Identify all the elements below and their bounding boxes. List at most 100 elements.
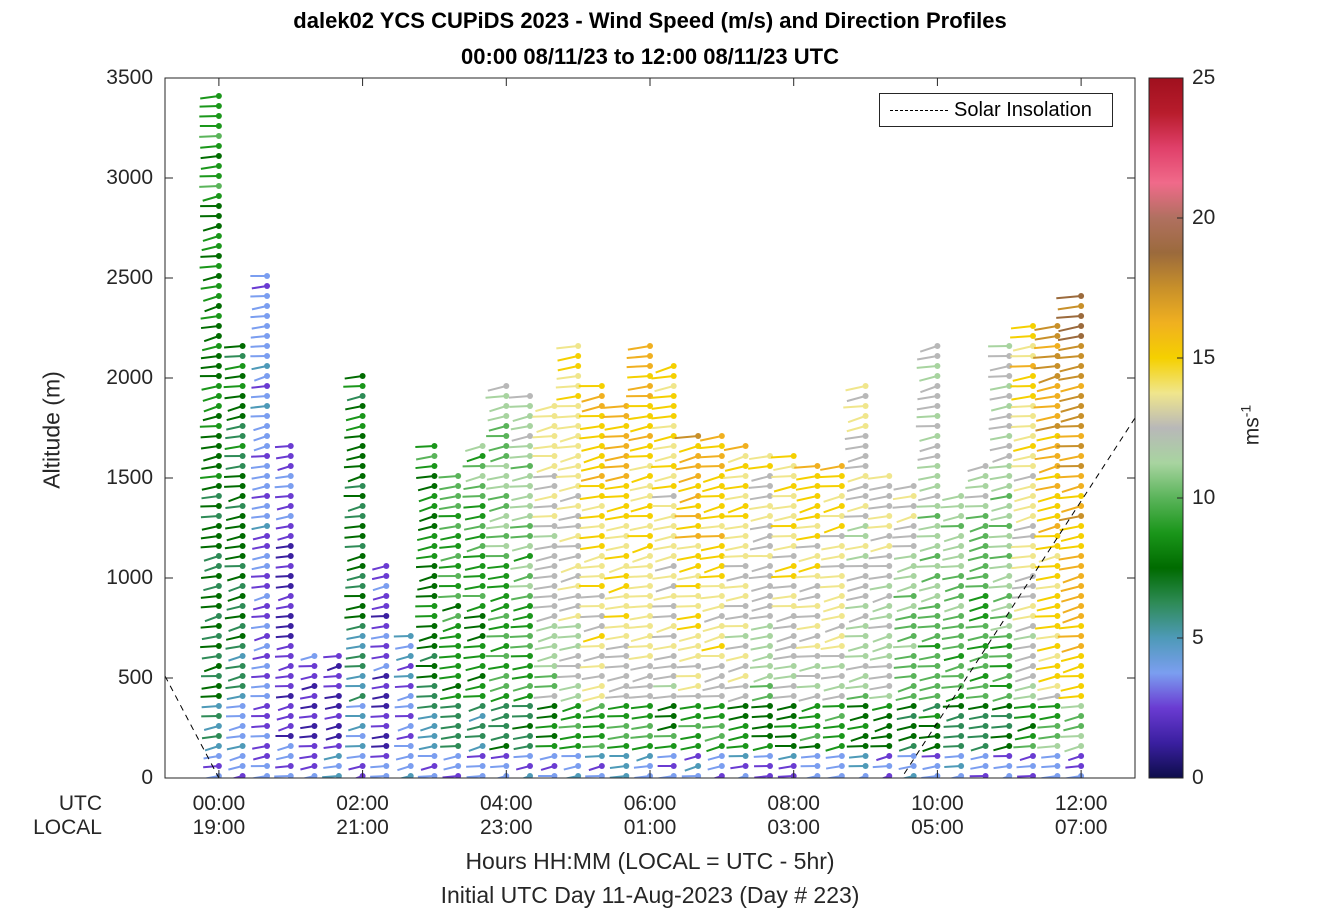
wind-barb-stem xyxy=(847,415,866,424)
wind-barb-stem xyxy=(727,705,746,710)
wind-barb-stem xyxy=(628,695,651,699)
wind-barb-point xyxy=(695,583,702,589)
wind-barb-point xyxy=(1029,493,1036,499)
wind-barb-stem xyxy=(559,745,579,750)
wind-barb-point xyxy=(479,773,486,778)
wind-barb-point xyxy=(647,743,653,749)
wind-barb-point xyxy=(287,753,294,759)
wind-barb-point xyxy=(575,733,582,739)
wind-barb-stem xyxy=(918,715,938,719)
wind-barb-stem xyxy=(869,495,890,501)
wind-barb-point xyxy=(239,513,246,519)
wind-barb-stem xyxy=(200,605,219,609)
wind-barb-point xyxy=(1029,583,1036,589)
wind-barb-stem xyxy=(1014,495,1034,503)
wind-barb-point xyxy=(503,393,510,399)
wind-barb-point xyxy=(431,773,438,778)
wind-barb-point xyxy=(479,483,486,489)
wind-barb-point xyxy=(359,513,366,519)
wind-barb-stem xyxy=(964,495,986,499)
wind-barb-point xyxy=(982,693,989,699)
wind-barb-point xyxy=(1054,453,1061,459)
wind-barb-point xyxy=(575,343,582,349)
wind-barb-point xyxy=(623,623,630,629)
wind-barb-point xyxy=(982,633,989,639)
x-tick-label-local: 07:00 xyxy=(1054,816,1108,839)
wind-barb-point xyxy=(766,533,773,539)
wind-barb-point xyxy=(886,633,893,639)
wind-barb-point xyxy=(886,513,893,519)
wind-barb-stem xyxy=(199,135,219,138)
wind-barb-point xyxy=(527,773,534,778)
wind-barb-stem xyxy=(941,635,962,641)
wind-barb-point xyxy=(695,753,702,759)
wind-barb-point xyxy=(287,523,294,529)
wind-barb-point xyxy=(910,523,917,529)
wind-barb-point xyxy=(766,493,773,499)
wind-barb-point xyxy=(359,623,366,629)
wind-barb-point xyxy=(910,713,917,719)
wind-barb-point xyxy=(407,663,414,669)
wind-barb-stem xyxy=(894,655,914,661)
wind-barb-point xyxy=(264,563,271,569)
wind-barb-point xyxy=(742,533,749,539)
wind-barb-stem xyxy=(626,455,651,458)
wind-barb-point xyxy=(1078,603,1085,609)
wind-barb-stem xyxy=(748,465,771,470)
wind-barb-point xyxy=(1078,333,1085,339)
wind-barb-point xyxy=(1054,683,1061,689)
wind-barb-stem xyxy=(699,435,723,442)
wind-barb-point xyxy=(503,623,510,629)
wind-barb-point xyxy=(383,693,390,699)
wind-barb-point xyxy=(551,613,558,619)
wind-barb-stem xyxy=(799,635,818,643)
x-tick-label-utc: 00:00 xyxy=(192,792,246,815)
wind-barb-stem xyxy=(894,675,914,679)
wind-barb-point xyxy=(1006,513,1013,519)
wind-barb-point xyxy=(934,733,941,739)
wind-barb-point xyxy=(287,713,294,719)
legend-dashed-line xyxy=(890,110,948,111)
wind-barb-point xyxy=(790,503,797,509)
wind-barb-stem xyxy=(582,725,602,729)
wind-barb-point xyxy=(503,513,510,519)
wind-barb-point xyxy=(598,383,605,389)
wind-barb-point xyxy=(1078,483,1085,489)
wind-barb-point xyxy=(934,653,941,659)
wind-barb-point xyxy=(695,743,702,749)
wind-barb-point xyxy=(311,763,318,769)
wind-barb-point xyxy=(814,733,821,739)
wind-barb-point xyxy=(647,683,653,689)
wind-barb-stem xyxy=(1036,515,1058,522)
wind-barb-point xyxy=(1078,353,1085,359)
wind-barb-stem xyxy=(560,695,579,702)
wind-barb-point xyxy=(958,583,965,589)
wind-barb-point xyxy=(718,633,725,639)
wind-barb-point xyxy=(359,543,366,549)
wind-barb-stem xyxy=(1061,505,1082,513)
wind-barb-point xyxy=(1078,713,1085,719)
wind-barb-stem xyxy=(1013,435,1034,442)
wind-barb-point xyxy=(910,573,917,579)
wind-barb-point xyxy=(575,683,582,689)
wind-barb-point xyxy=(982,653,989,659)
wind-barb-point xyxy=(1029,603,1036,609)
wind-barb-stem xyxy=(823,595,843,603)
wind-barb-point xyxy=(215,653,222,659)
wind-barb-stem xyxy=(846,555,866,561)
wind-barb-stem xyxy=(847,455,866,463)
wind-barb-point xyxy=(598,543,605,549)
wind-barb-point xyxy=(455,763,462,769)
wind-barb-point xyxy=(455,713,462,719)
wind-barb-stem xyxy=(628,685,651,689)
wind-barb-point xyxy=(1054,373,1061,379)
wind-barb-point xyxy=(838,753,845,759)
wind-barb-point xyxy=(503,663,510,669)
wind-barb-point xyxy=(766,543,773,549)
wind-barb-point xyxy=(215,743,222,749)
wind-barb-point xyxy=(598,533,605,539)
wind-barb-stem xyxy=(199,425,219,428)
wind-barb-point xyxy=(239,613,246,619)
wind-barb-point xyxy=(287,663,294,669)
wind-barb-stem xyxy=(844,655,866,658)
